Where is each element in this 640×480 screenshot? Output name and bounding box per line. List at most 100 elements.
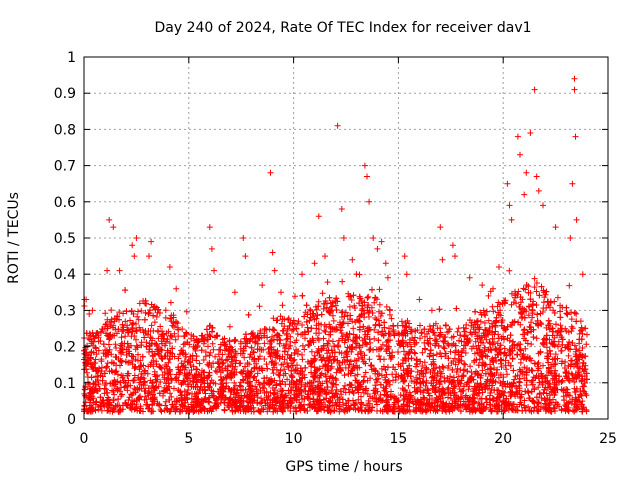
- data-point: [293, 346, 300, 353]
- data-point: [391, 399, 398, 406]
- data-point: [501, 407, 508, 413]
- data-point: [103, 390, 110, 397]
- data-point: [446, 408, 453, 415]
- data-point: [351, 401, 358, 408]
- data-point: [282, 345, 289, 351]
- data-point: [444, 386, 451, 393]
- data-point: [167, 356, 173, 363]
- data-point: [406, 349, 413, 356]
- data-point: [456, 379, 463, 386]
- data-point: [332, 326, 339, 333]
- data-point: [88, 359, 94, 366]
- data-point: [354, 364, 361, 371]
- data-point: [427, 347, 434, 354]
- data-point: [365, 293, 372, 300]
- data-point: [530, 334, 537, 341]
- data-point: [171, 385, 177, 392]
- data-point: [175, 377, 182, 384]
- data-point: [538, 321, 545, 328]
- data-point: [165, 371, 172, 378]
- data-point: [138, 371, 145, 377]
- data-point: [333, 386, 340, 393]
- data-point: [569, 340, 576, 346]
- data-point: [110, 324, 116, 331]
- data-point: [431, 370, 438, 377]
- data-point: [142, 367, 149, 374]
- data-point: [98, 407, 105, 414]
- data-point: [558, 407, 565, 414]
- data-point: [144, 390, 151, 397]
- data-point: [525, 289, 532, 296]
- data-point: [204, 336, 211, 343]
- data-point: [256, 408, 263, 415]
- data-point: [88, 374, 95, 381]
- data-point: [507, 332, 514, 339]
- data-point: [172, 336, 179, 343]
- data-point: [381, 319, 388, 326]
- data-point: [250, 374, 257, 381]
- data-point: [99, 326, 105, 332]
- data-point: [311, 364, 318, 371]
- data-point: [248, 330, 255, 337]
- data-point: [285, 364, 292, 371]
- data-point: [353, 357, 360, 364]
- data-point: [489, 320, 495, 327]
- data-point: [202, 349, 209, 355]
- data-point: [518, 401, 525, 408]
- data-point: [332, 349, 338, 356]
- data-point: [232, 337, 239, 344]
- data-point: [471, 350, 478, 357]
- data-point: [301, 313, 308, 320]
- data-point: [546, 396, 553, 403]
- data-point: [105, 341, 112, 348]
- data-point: [583, 341, 590, 348]
- data-point: [488, 366, 495, 373]
- data-point: [331, 408, 337, 414]
- data-point: [492, 328, 499, 335]
- data-point: [540, 336, 547, 343]
- data-point: [460, 367, 467, 374]
- data-point: [132, 389, 139, 396]
- data-point: [318, 399, 325, 406]
- data-point: [487, 390, 494, 396]
- data-point: [436, 393, 443, 400]
- data-point: [210, 392, 216, 399]
- data-point: [334, 298, 341, 305]
- data-point: [403, 391, 410, 398]
- data-point: [388, 394, 395, 401]
- data-point: [263, 361, 270, 368]
- data-point: [543, 332, 550, 339]
- data-point: [417, 335, 423, 342]
- data-point: [497, 379, 504, 386]
- data-point: [108, 307, 115, 314]
- data-point: [472, 329, 479, 336]
- data-point: [315, 326, 322, 333]
- data-point: [406, 362, 413, 369]
- data-point: [328, 347, 335, 354]
- data-point: [193, 366, 200, 373]
- data-point: [492, 378, 499, 385]
- data-point: [168, 377, 175, 384]
- data-point: [213, 332, 220, 339]
- data-point: [510, 367, 517, 374]
- data-point: [509, 355, 516, 362]
- data-point: [157, 323, 164, 330]
- data-point: [579, 354, 585, 361]
- data-point: [381, 324, 388, 331]
- data-point: [315, 303, 322, 310]
- data-point: [437, 373, 444, 380]
- data-point: [552, 367, 559, 374]
- data-point: [339, 335, 346, 342]
- data-point: [251, 349, 257, 356]
- data-point: [272, 399, 279, 406]
- data-point: [545, 359, 552, 366]
- data-point: [130, 320, 136, 326]
- data-point: [155, 328, 162, 335]
- data-point: [307, 306, 313, 313]
- data-point: [534, 311, 541, 318]
- data-point: [289, 398, 296, 404]
- data-point: [533, 394, 540, 401]
- data-point: [180, 341, 187, 348]
- data-point: [500, 378, 507, 385]
- data-point: [465, 338, 472, 345]
